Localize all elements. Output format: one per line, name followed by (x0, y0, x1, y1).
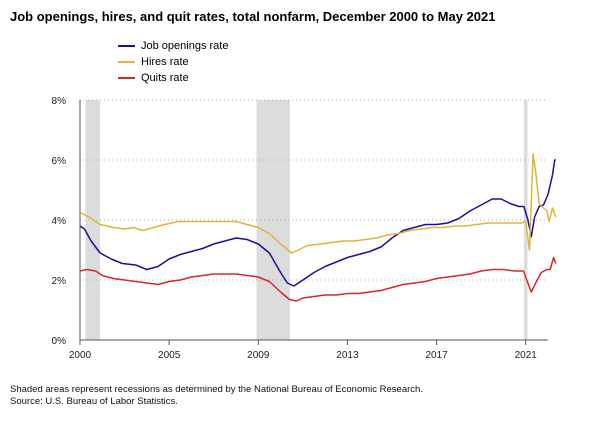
x-tick-label-3: 2013 (336, 350, 359, 361)
series-line-quits (79, 256, 557, 302)
x-tick-label-0: 2000 (69, 350, 92, 361)
legend-item-job-openings: Job openings rate (118, 38, 228, 54)
x-tick-label-5: 2021 (515, 350, 538, 361)
y-tick-label-0: 0% (52, 336, 67, 347)
legend-swatch-hires (118, 61, 135, 63)
legend-swatch-job-openings (118, 45, 135, 47)
legend-item-hires: Hires rate (118, 54, 228, 70)
x-tick-label-2: 2009 (247, 350, 270, 361)
legend-label-hires: Hires rate (141, 56, 189, 68)
series-line-job-openings (79, 159, 556, 287)
x-tick-label-4: 2017 (425, 350, 448, 361)
legend-label-job-openings: Job openings rate (141, 40, 229, 52)
footnote-source: Source: U.S. Bureau of Labor Statistics. (10, 396, 178, 407)
legend-swatch-quits (118, 77, 135, 79)
y-tick-label-4: 8% (52, 96, 67, 107)
legend-item-quits: Quits rate (118, 70, 228, 86)
chart-title: Job openings, hires, and quit rates, tot… (10, 9, 496, 24)
y-tick-label-2: 4% (52, 216, 67, 227)
legend: Job openings rate Hires rate Quits rate (118, 38, 228, 86)
footnote: Shaded areas represent recessions as det… (10, 384, 423, 408)
x-tick-label-1: 2005 (158, 350, 181, 361)
recession-band-2 (523, 100, 528, 340)
series-line-hires (79, 153, 557, 254)
y-tick-label-3: 6% (52, 156, 67, 167)
legend-label-quits: Quits rate (141, 72, 189, 84)
line-chart: 0% 2% 4% 6% 8% 2000 2005 2009 2013 2017 2021 (52, 96, 557, 361)
y-tick-label-1: 2% (52, 276, 67, 287)
footnote-recession-note: Shaded areas represent recessions as det… (10, 384, 423, 395)
